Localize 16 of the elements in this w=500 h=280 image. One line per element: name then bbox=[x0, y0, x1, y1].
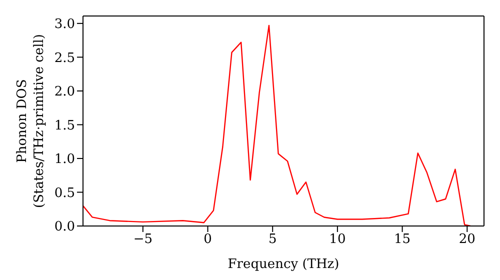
x-tick-label: −5 bbox=[133, 232, 153, 248]
y-tick-label: 3.0 bbox=[54, 17, 75, 32]
y-tick-label: 0.5 bbox=[54, 186, 75, 201]
y-tick-label: 1.5 bbox=[54, 118, 75, 134]
y-axis-title: Phonon DOS (States/THz·primitive cell) bbox=[15, 34, 47, 208]
x-tick-label: 10 bbox=[329, 232, 346, 248]
y-tick-label: 0.0 bbox=[54, 220, 75, 235]
y-tick-label: 2.5 bbox=[54, 50, 75, 66]
x-axis-title: Frequency (THz) bbox=[228, 257, 340, 272]
x-tick-label: 15 bbox=[394, 232, 411, 248]
y-tick-label: 2.0 bbox=[54, 84, 75, 100]
x-tick-label: 5 bbox=[268, 232, 277, 248]
x-tick-label: 0 bbox=[204, 232, 212, 248]
x-tick-label: 20 bbox=[458, 232, 476, 248]
line-series bbox=[83, 24, 472, 226]
y-tick-label: 1.0 bbox=[54, 152, 75, 168]
